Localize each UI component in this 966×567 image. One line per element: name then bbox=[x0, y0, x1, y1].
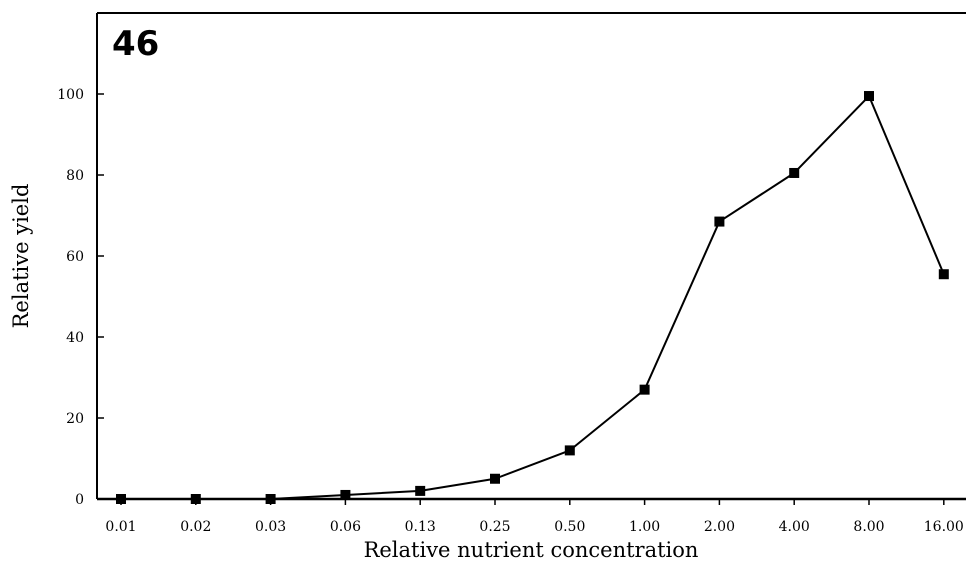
x-tick-label: 0.13 bbox=[405, 519, 436, 535]
data-point bbox=[864, 91, 874, 102]
x-tick-label: 0.03 bbox=[255, 519, 286, 535]
data-point bbox=[265, 494, 276, 504]
data-point bbox=[190, 494, 201, 504]
y-tick-label: 100 bbox=[57, 87, 84, 103]
data-point bbox=[116, 494, 126, 504]
y-tick-label: 40 bbox=[66, 330, 84, 346]
data-point bbox=[415, 485, 426, 496]
data-point bbox=[340, 489, 351, 500]
x-tick-label: 2.00 bbox=[704, 519, 735, 535]
y-tick-label: 20 bbox=[66, 411, 84, 427]
plot-frame bbox=[96, 12, 966, 501]
series-line bbox=[121, 95, 945, 500]
series-group bbox=[116, 91, 949, 504]
data-point bbox=[938, 269, 949, 280]
data-point bbox=[490, 473, 500, 484]
x-tick-label: 0.02 bbox=[180, 519, 211, 535]
x-tick-label: 8.00 bbox=[853, 519, 884, 535]
data-point bbox=[564, 445, 575, 456]
y-tick-label: 60 bbox=[66, 249, 84, 265]
data-point bbox=[789, 167, 800, 178]
data-point bbox=[714, 216, 725, 227]
x-tick-label: 16.00 bbox=[924, 519, 964, 535]
y-axis-ticks: 0 20 40 60 80 100 bbox=[57, 87, 104, 508]
y-tick-label: 80 bbox=[66, 168, 84, 184]
x-tick-label: 0.06 bbox=[330, 519, 361, 535]
x-tick-label: 0.25 bbox=[479, 519, 510, 535]
x-tick-label: 4.00 bbox=[779, 519, 810, 535]
x-tick-label: 1.00 bbox=[629, 519, 660, 535]
panel-label: 46 bbox=[112, 24, 159, 64]
y-axis-label: Relative yield bbox=[9, 184, 33, 329]
x-tick-label: 0.50 bbox=[554, 519, 585, 535]
x-axis-label: Relative nutrient concentration bbox=[364, 538, 699, 562]
x-axis-ticks: 0.01 0.02 0.03 0.06 0.13 0.25 0.50 1.00 2.00 4.00… bbox=[105, 499, 964, 535]
x-tick-label: 0.01 bbox=[105, 519, 136, 535]
data-point bbox=[639, 384, 650, 395]
y-tick-label: 0 bbox=[75, 492, 84, 508]
